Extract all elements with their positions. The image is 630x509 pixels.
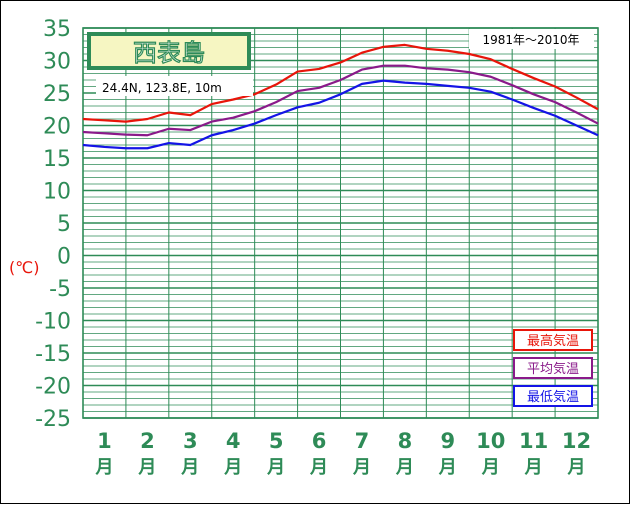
location-box: 24.4N, 123.8E, 10m: [96, 76, 253, 96]
x-tick-label: 5: [269, 429, 284, 453]
x-tick-unit: 月: [481, 457, 500, 478]
y-tick-labels: 35 30 25 20 15 10 5 0 -5 -10 -15 -20 -25: [35, 17, 71, 432]
x-tick-label: 3: [183, 429, 198, 453]
x-tick-label: 8: [398, 429, 413, 453]
legend-label: 平均気温: [527, 361, 579, 377]
x-tick-label: 1: [97, 429, 112, 453]
major-gridlines: [82, 27, 599, 419]
x-tick-unit: 月: [180, 457, 199, 478]
y-tick-label: -10: [35, 310, 71, 335]
title-box: 西表島: [87, 32, 251, 70]
y-axis-label: (℃): [9, 258, 39, 277]
y-tick-label: 10: [43, 180, 71, 205]
series-line-最高気温: [82, 43, 599, 123]
x-tick-label: 10: [476, 429, 505, 453]
x-tick-unit: 月: [137, 457, 156, 478]
period-box: 1981年〜2010年: [469, 29, 594, 49]
x-tick-label: 4: [226, 429, 241, 453]
y-tick-label: -25: [35, 407, 71, 432]
x-tick-label: 2: [140, 429, 155, 453]
x-tick-unit: 月: [309, 457, 328, 478]
y-tick-label: 25: [43, 82, 71, 107]
x-tick-unit: 月: [352, 457, 371, 478]
y-tick-label: 20: [43, 115, 71, 140]
x-tick-label: 7: [355, 429, 370, 453]
x-tick-unit: 月: [395, 457, 414, 478]
y-tick-label: 5: [57, 212, 71, 237]
legend-box: [513, 385, 593, 407]
y-tick-label: -20: [35, 375, 71, 400]
series-lines: [82, 43, 599, 150]
x-tick-label: 6: [312, 429, 327, 453]
plot-border: [82, 27, 599, 419]
x-tick-unit: 月: [266, 457, 285, 478]
legend-box: [513, 357, 593, 379]
y-tick-label: 30: [43, 50, 71, 75]
x-tick-labels: 1 月 2 月 3 月 4 月 5 月 6 月 7 月 8 月 9 月 10 月 11 月 12 月: [94, 429, 591, 478]
x-tick-unit: 月: [223, 457, 242, 478]
period-label: 1981年〜2010年: [482, 33, 579, 47]
x-tick-label: 12: [562, 429, 591, 453]
y-tick-label: 35: [43, 17, 71, 42]
y-tick-label: -5: [49, 277, 71, 302]
x-tick-unit: 月: [94, 457, 113, 478]
x-tick-unit: 月: [567, 457, 586, 478]
y-tick-label: 0: [57, 245, 71, 270]
y-tick-label: 15: [43, 147, 71, 172]
legend-box: [513, 329, 593, 351]
x-tick-unit: 月: [524, 457, 543, 478]
x-tick-unit: 月: [438, 457, 457, 478]
x-tick-label: 11: [519, 429, 548, 453]
legend-label: 最低気温: [527, 389, 579, 405]
x-tick-label: 9: [440, 429, 455, 453]
series-line-平均気温: [82, 64, 599, 137]
y-tick-label: -15: [35, 342, 71, 367]
location-subtitle: 24.4N, 123.8E, 10m: [102, 81, 222, 95]
legend-label: 最高気温: [527, 333, 579, 349]
series-line-最低気温: [82, 79, 599, 150]
chart-title: 西表島: [133, 39, 205, 67]
